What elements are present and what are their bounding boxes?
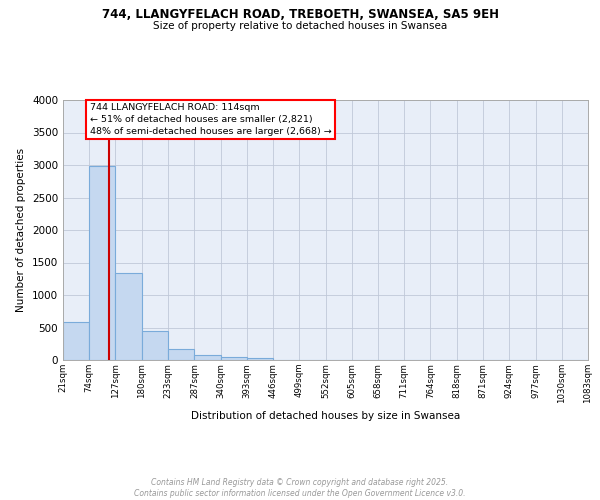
Bar	[168, 349, 194, 360]
Text: 744, LLANGYFELACH ROAD, TREBOETH, SWANSEA, SA5 9EH: 744, LLANGYFELACH ROAD, TREBOETH, SWANSE…	[101, 8, 499, 20]
Bar	[221, 358, 247, 360]
Bar	[194, 355, 221, 360]
Y-axis label: Number of detached properties: Number of detached properties	[16, 148, 26, 312]
Text: 744 LLANGYFELACH ROAD: 114sqm
← 51% of detached houses are smaller (2,821)
48% o: 744 LLANGYFELACH ROAD: 114sqm ← 51% of d…	[89, 104, 331, 136]
Bar	[247, 358, 273, 360]
Text: Size of property relative to detached houses in Swansea: Size of property relative to detached ho…	[153, 21, 447, 31]
X-axis label: Distribution of detached houses by size in Swansea: Distribution of detached houses by size …	[191, 412, 460, 422]
Text: Contains HM Land Registry data © Crown copyright and database right 2025.
Contai: Contains HM Land Registry data © Crown c…	[134, 478, 466, 498]
Bar	[63, 322, 89, 360]
Bar	[142, 332, 168, 360]
Bar	[115, 273, 142, 360]
Bar	[89, 166, 115, 360]
